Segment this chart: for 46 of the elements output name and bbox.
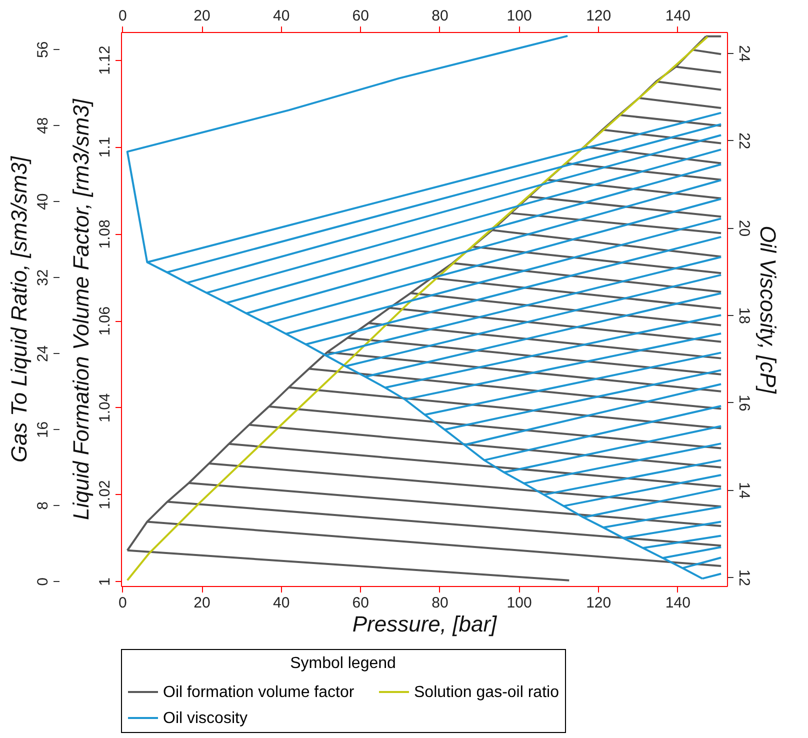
x-tick-label: 60: [352, 594, 369, 612]
x-tick-label: 40: [272, 594, 290, 612]
legend-label: Oil formation volume factor: [163, 684, 355, 701]
y3-tick-label: 32: [34, 269, 52, 286]
y3-tick-label: 24: [34, 345, 52, 362]
y-tick-label: 1.06: [96, 306, 114, 336]
y-axis-title: Liquid Formation Volume Factor, [rm3/sm3]: [68, 98, 94, 520]
y-tick-label: 1: [96, 578, 114, 586]
y2-tick-label: 14: [736, 482, 752, 499]
y-tick-label: 1.12: [96, 46, 114, 75]
y3-tick-label: 40: [34, 193, 52, 210]
x2-tick-label: 40: [272, 8, 290, 24]
x-tick-label: 0: [118, 594, 127, 612]
y-tick-label: 1.04: [96, 393, 114, 423]
x2-tick-label: 60: [352, 8, 369, 24]
y2-tick-label: 18: [736, 307, 752, 324]
x-tick-label: 140: [665, 594, 690, 612]
legend-label: Solution gas-oil ratio: [414, 684, 560, 701]
x2-tick-label: 120: [586, 8, 612, 24]
y2-tick-label: 12: [736, 569, 752, 586]
y3-tick-label: 0: [34, 578, 52, 586]
legend-label: Oil viscosity: [163, 710, 248, 727]
y-tick-label: 1.08: [96, 220, 114, 249]
x-tick-label: 120: [586, 594, 612, 612]
y3-tick-label: 48: [34, 117, 52, 134]
y-tick-label: 1.1: [96, 136, 114, 158]
y2-tick-label: 24: [736, 45, 752, 62]
y3-axis-title: Gas To Liquid Ratio, [sm3/sm3]: [6, 156, 32, 463]
x-tick-label: 80: [432, 594, 448, 612]
x2-tick-label: 100: [506, 8, 532, 24]
x2-tick-label: 80: [432, 8, 448, 24]
y2-tick-label: 22: [736, 132, 752, 150]
y3-tick-label: 8: [34, 502, 52, 510]
x2-tick-label: 0: [118, 8, 127, 24]
y3-tick-label: 16: [34, 421, 52, 438]
y-tick-label: 1.02: [96, 480, 114, 510]
x-tick-label: 100: [506, 594, 532, 612]
x-axis-title: Pressure, [bar]: [352, 612, 498, 636]
legend-title: Symbol legend: [290, 655, 396, 672]
y2-axis-title: Oil Viscosity, [cP]: [756, 226, 780, 394]
y2-tick-label: 20: [736, 220, 752, 237]
x2-tick-label: 20: [194, 8, 210, 24]
x2-tick-label: 140: [665, 8, 690, 24]
y2-tick-label: 16: [736, 394, 752, 412]
y3-tick-label: 56: [34, 41, 52, 58]
x-tick-label: 20: [194, 594, 210, 612]
